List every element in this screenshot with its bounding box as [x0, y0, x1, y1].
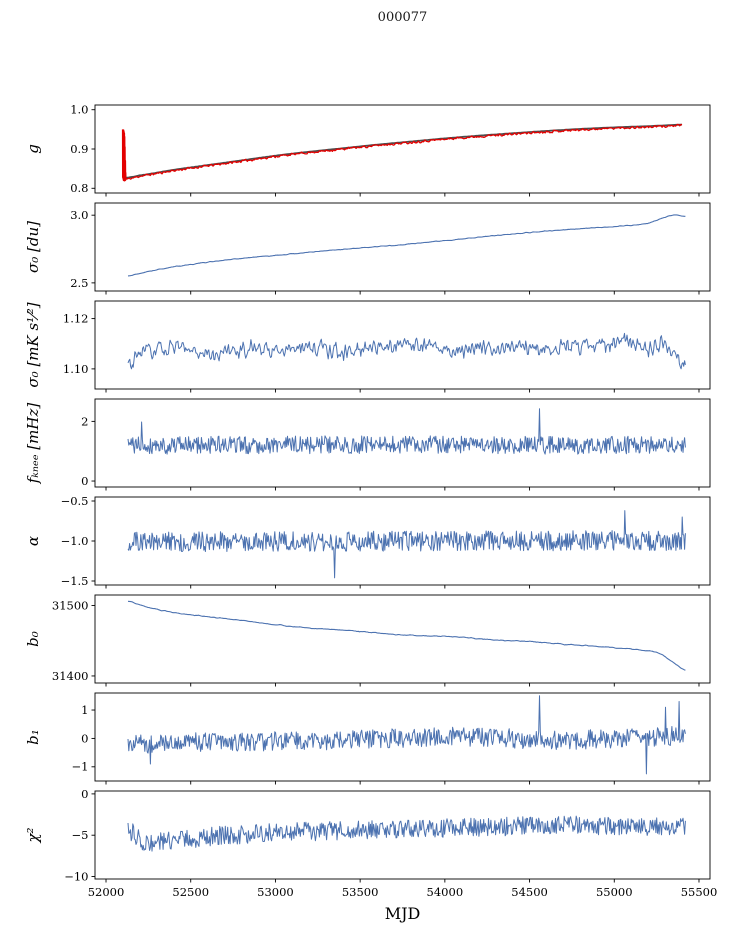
series-b0: [127, 600, 686, 671]
ytick-label: 31400: [52, 669, 89, 683]
panel-alpha: −1.5 −1.0 −0.5 α: [24, 494, 711, 589]
xtick-label: 52500: [172, 885, 209, 899]
ylabel-chi2: χ²: [24, 827, 42, 843]
ytick-label: 1.0: [70, 103, 88, 117]
ytick-label: 1.10: [63, 362, 89, 376]
ylabel-b0: b₀: [24, 631, 42, 647]
ytick-label: 0.8: [70, 181, 88, 195]
panel-chi2: −10 −5 0 52000 52500 53000 53500 54000 54500 5500…: [24, 787, 717, 899]
ytick-label: −1.0: [61, 534, 89, 548]
axes-frame: [94, 104, 711, 194]
panel-sigma0-du: 2.5 3.0 σ₀ [du]: [24, 202, 711, 295]
series-chi2: [127, 815, 686, 852]
ytick-label: −1.5: [61, 574, 89, 588]
xtick-label: 53000: [257, 885, 294, 899]
axes-frame: [94, 692, 711, 782]
axes-frame: [94, 202, 711, 292]
series-gain-fit: [125, 123, 683, 180]
series-alpha: [127, 510, 686, 579]
ytick-label: 31500: [52, 598, 89, 612]
ytick-label: 1.12: [63, 312, 89, 326]
series-gain-start-spike: [121, 129, 127, 182]
xtick-label: 55500: [681, 885, 718, 899]
ylabel-sigma0-du: σ₀ [du]: [24, 221, 42, 273]
xtick-label: 54000: [427, 885, 464, 899]
xlabel: MJD: [385, 904, 421, 923]
ytick-label: 0: [81, 787, 88, 801]
xtick-label: 52000: [88, 885, 125, 899]
ylabel-g: g: [24, 144, 42, 154]
series-b1: [127, 695, 686, 775]
ytick-label: 1: [81, 703, 88, 717]
ylabel-alpha: α: [24, 536, 42, 546]
ytick-label: 0: [81, 474, 88, 488]
xtick-label: 54500: [511, 885, 548, 899]
panel-b1: −1 0 1 b₁: [24, 692, 711, 785]
axes-frame: [94, 300, 711, 390]
ytick-label: −0.5: [61, 494, 89, 508]
series-gain-model: [122, 123, 683, 179]
ylabel-b1: b₁: [24, 729, 42, 745]
ytick-label: 2: [81, 414, 88, 428]
figure-title: 000077: [377, 10, 428, 25]
series-sigma0-mK: [127, 332, 686, 370]
panel-g: 0.8 0.9 1.0 g: [24, 103, 711, 197]
ytick-label: 3.0: [70, 208, 88, 222]
ytick-label: −1: [72, 760, 89, 774]
ytick-label: 0.9: [70, 142, 88, 156]
ytick-label: −5: [72, 828, 89, 842]
series-sigma0-du: [127, 214, 686, 277]
ylabel-fknee: fₖₙₑₑ [mHz]: [24, 403, 42, 485]
ytick-label: 0: [81, 731, 88, 745]
axes-frame: [94, 594, 711, 684]
axes-frame: [94, 398, 711, 488]
xtick-label: 53500: [342, 885, 379, 899]
ytick-label: −10: [64, 869, 88, 883]
panel-sigma0-mK: 1.10 1.12 σ₀ [mK s¹⁄²]: [24, 300, 711, 393]
xtick-label: 55000: [596, 885, 633, 899]
panel-b0: 31400 31500 b₀: [24, 594, 711, 687]
ylabel-sigma0-mK: σ₀ [mK s¹⁄²]: [24, 302, 42, 387]
ytick-label: 2.5: [70, 276, 88, 290]
series-fknee: [127, 408, 686, 455]
panel-fknee: 0 2 fₖₙₑₑ [mHz]: [24, 398, 711, 491]
